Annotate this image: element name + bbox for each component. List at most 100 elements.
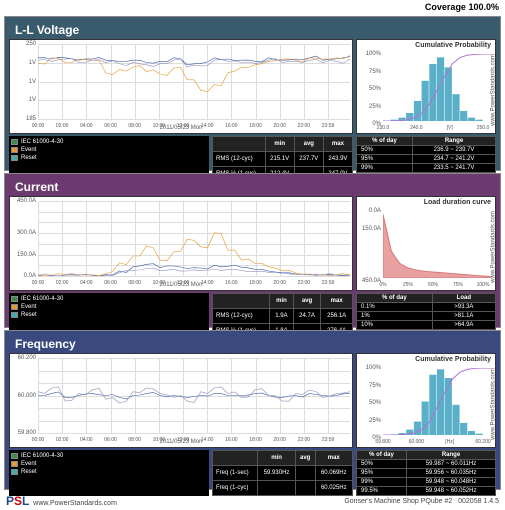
table-cell: 256.1A: [321, 309, 353, 324]
watermark: www.PowerStandards.com: [491, 368, 497, 440]
table-cell: >93.3A: [432, 303, 495, 312]
legend-item: Reset: [11, 311, 207, 319]
table-cell: 0.1%: [357, 303, 433, 312]
table-header: min: [265, 137, 294, 152]
legend-item: Reset: [11, 154, 207, 162]
coverage-value: 100.0%: [468, 2, 499, 12]
side-chart-area: 0%25%50%75%100%230.0240.0[V]250.0: [383, 54, 491, 121]
side-chart-area: 0%25%50%75%100%59.80060.000[Hz]60.200: [383, 368, 491, 435]
legend-item: Event: [11, 303, 207, 311]
psl-logo: PSL: [6, 494, 29, 508]
legend-item: IEC 61000-4-30: [11, 452, 207, 460]
table-header: avg: [295, 451, 315, 466]
table-cell: 10%: [357, 321, 433, 330]
table-cell: 59.948 ~ 60.052Hz: [407, 487, 496, 496]
table-header: avg: [294, 137, 323, 152]
panel-current: Current 450.0A300.0A150.0A0.0A00:0002:00…: [4, 173, 501, 328]
table-cell: 233.5 ~ 241.7V: [413, 164, 496, 173]
side-chart: Cumulative Probability www.PowerStandard…: [356, 39, 496, 134]
table-cell: [295, 481, 315, 496]
table-header: max: [323, 137, 352, 152]
table-cell: 59.930Hz: [258, 466, 295, 481]
legend-item: IEC 61000-4-30: [11, 295, 207, 303]
table-cell: 59.948 ~ 60.048Hz: [407, 478, 496, 487]
data-table: minavgmax Freq (1-sec)59.930Hz 60.069Hz Fre…: [212, 450, 353, 496]
main-chart-area: 60.20060.00059.80000:0002:0004:0006:0008…: [38, 358, 350, 433]
footer-device: Gonser's Machine Shop PQube #2: [344, 498, 452, 505]
table-header: Range: [413, 137, 496, 146]
panel-frequency: Frequency 60.20060.00059.80000:0002:0004…: [4, 330, 501, 490]
main-chart-area: 450.0A300.0A150.0A0.0A00:0002:0004:0006:…: [38, 201, 350, 276]
legend-item: Event: [11, 146, 207, 154]
table-header: min: [270, 294, 294, 309]
side-chart-title: Cumulative Probability: [415, 42, 491, 49]
table-cell: 50%: [357, 146, 413, 155]
watermark: www.PowerStandards.com: [491, 54, 497, 126]
table-cell: 243.9V: [323, 152, 352, 167]
table-cell: 24.7A: [293, 309, 321, 324]
legend-item: Event: [11, 460, 207, 468]
side-chart-title: Cumulative Probability: [415, 356, 491, 363]
table-cell: 237.7V: [294, 152, 323, 167]
table-cell: >64.9A: [432, 321, 495, 330]
coverage-header: Coverage 100.0%: [0, 0, 505, 14]
main-chart: 2501V1V1V18500:0002:0004:0006:0008:0010:…: [9, 39, 353, 134]
side-chart-title: Load duration curve: [424, 199, 491, 206]
legend-item: Reset: [11, 468, 207, 476]
footer-url: www.PowerStandards.com: [33, 500, 117, 507]
table-header: Range: [407, 451, 496, 460]
table-header: % of day: [357, 451, 407, 460]
data-table: % of dayRange50%59.987 ~ 60.011Hz95%59.9…: [356, 450, 496, 496]
table-cell: 234.7 ~ 241.2V: [413, 155, 496, 164]
table-header: [213, 294, 270, 309]
watermark: www.PowerStandards.com: [491, 211, 497, 283]
table-cell: 95%: [357, 155, 413, 164]
side-chart: Load duration curve www.PowerStandards.c…: [356, 196, 496, 291]
table-cell: 1%: [357, 312, 433, 321]
table-cell: RMS (12-cyc): [213, 309, 270, 324]
table-cell: 1.9A: [270, 309, 294, 324]
table-cell: [258, 481, 295, 496]
table-cell: [295, 466, 315, 481]
xlabel: 2011/05/23 Mon: [160, 125, 203, 131]
table-cell: 50%: [357, 460, 407, 469]
legend-box: IEC 61000-4-30EventReset: [9, 450, 209, 496]
table-cell: 95%: [357, 469, 407, 478]
panel-voltage: L-L Voltage 2501V1V1V18500:0002:0004:000…: [4, 16, 501, 171]
table-cell: 99%: [357, 478, 407, 487]
legend-item: IEC 61000-4-30: [11, 138, 207, 146]
table-cell: 59.987 ~ 60.011Hz: [407, 460, 496, 469]
table-cell: 60.069Hz: [315, 466, 352, 481]
xlabel: 2011/05/23 Mon: [160, 282, 203, 288]
coverage-label: Coverage: [425, 2, 466, 12]
main-chart: 450.0A300.0A150.0A0.0A00:0002:0004:0006:…: [9, 196, 353, 291]
table-cell: >81.1A: [432, 312, 495, 321]
table-header: avg: [293, 294, 321, 309]
main-chart-area: 2501V1V1V18500:0002:0004:0006:0008:0010:…: [38, 44, 350, 119]
main-chart: 60.20060.00059.80000:0002:0004:0006:0008…: [9, 353, 353, 448]
table-cell: 99%: [357, 164, 413, 173]
table-cell: 99.5%: [357, 487, 407, 496]
table-header: [213, 137, 266, 152]
table-cell: RMS (12-cyc): [213, 152, 266, 167]
panel-title: L-L Voltage: [9, 21, 496, 39]
table-header: min: [258, 451, 295, 466]
table-header: % of day: [357, 294, 433, 303]
table-header: % of day: [357, 137, 413, 146]
panel-title: Current: [9, 178, 496, 196]
table-header: max: [315, 451, 352, 466]
side-chart: Cumulative Probability www.PowerStandard…: [356, 353, 496, 448]
table-cell: Freq (1-cyc): [213, 481, 258, 496]
footer-id: 002058 1.4.5: [458, 498, 499, 505]
xlabel: 2011/05/23 Mon: [160, 439, 203, 445]
table-cell: 59.956 ~ 60.035Hz: [407, 469, 496, 478]
table-cell: 60.025Hz: [315, 481, 352, 496]
panel-title: Frequency: [9, 335, 496, 353]
table-header: Load: [432, 294, 495, 303]
side-chart-area: 450.0A150.0A0.0A0%25%50%75%100%: [383, 211, 491, 278]
table-header: [213, 451, 258, 466]
table-header: max: [321, 294, 353, 309]
table-cell: 236.9 ~ 239.7V: [413, 146, 496, 155]
table-cell: 215.1V: [265, 152, 294, 167]
table-cell: Freq (1-sec): [213, 466, 258, 481]
